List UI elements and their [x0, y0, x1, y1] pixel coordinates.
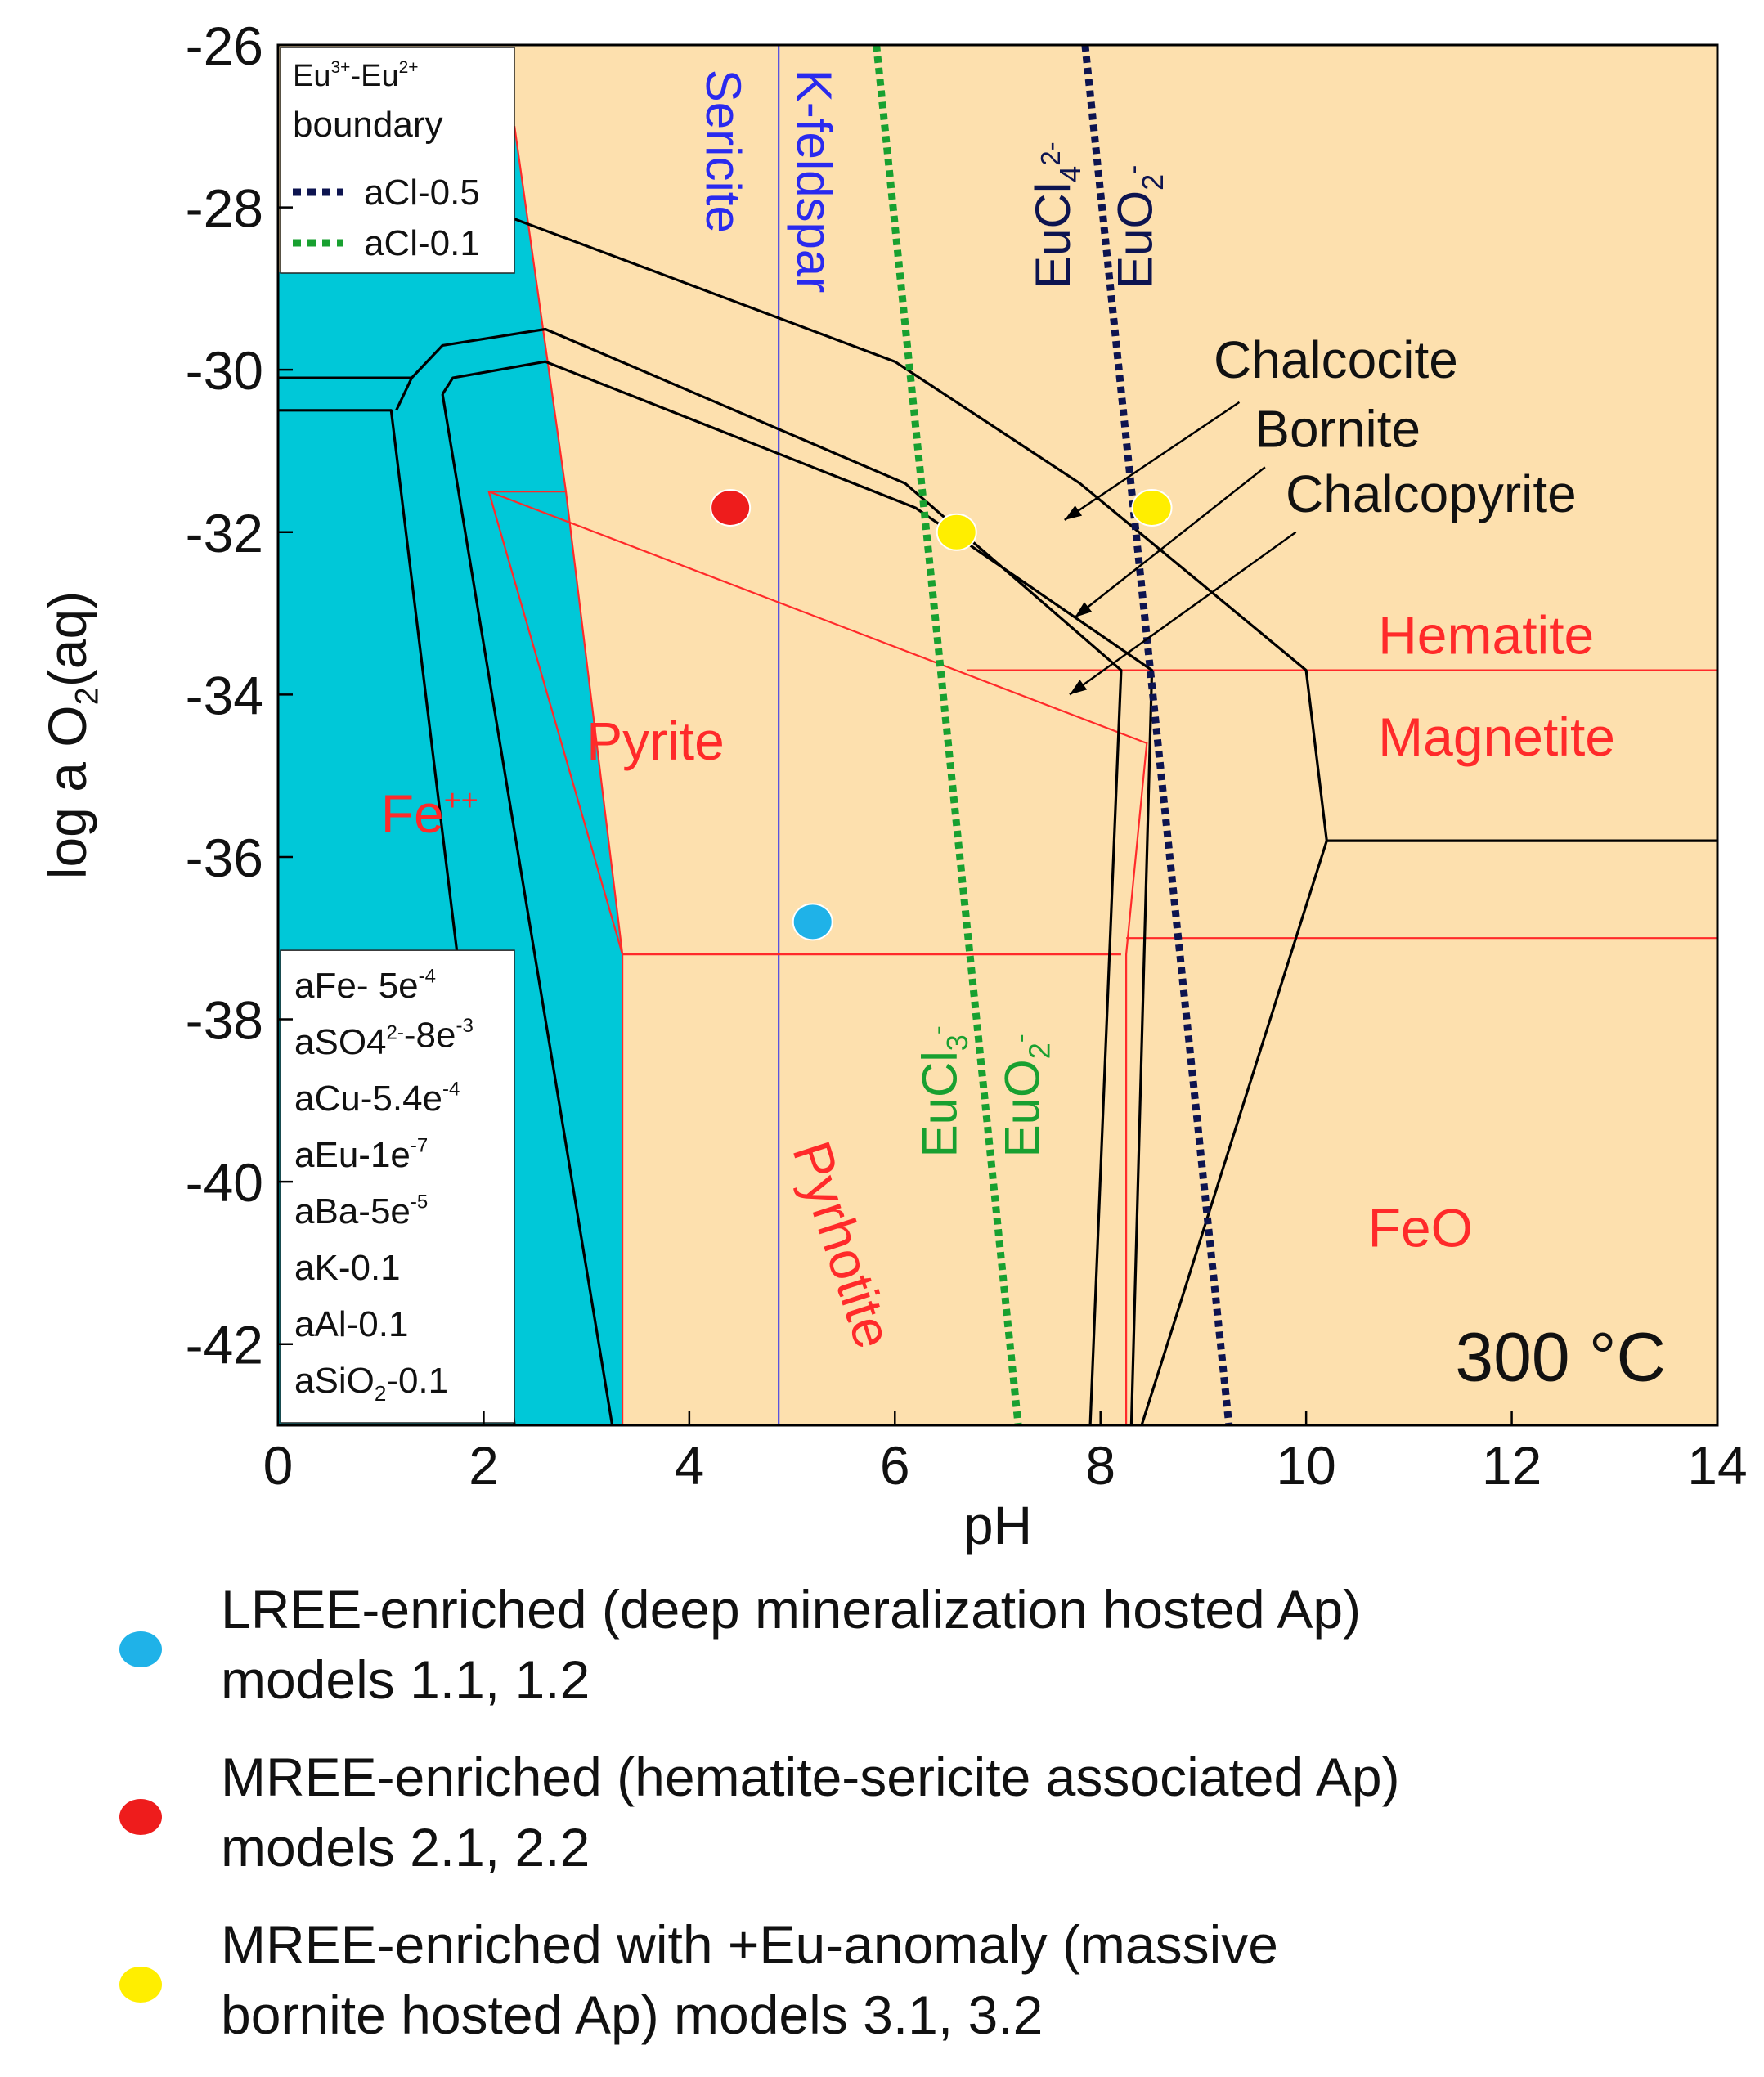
y-tick-label--36: -36 [186, 828, 263, 888]
label-bornite: Bornite [1255, 400, 1421, 459]
legend-text-2: MREE-enriched (hematite-sericite associa… [221, 1742, 1758, 1882]
label-euo2-upper: EuO2- [1108, 165, 1169, 289]
label-magnetite: Magnetite [1378, 707, 1615, 767]
y-tick-label--40: -40 [186, 1152, 263, 1213]
label-fe: Fe++ [381, 783, 478, 844]
y-tick-label--28: -28 [186, 178, 263, 239]
eu-boundary-legend-box [280, 47, 515, 274]
label-eucl4: EuCl42- [1026, 141, 1087, 288]
chalcocite-boundary [483, 206, 1717, 842]
legend-marker-2 [119, 1799, 162, 1835]
activity-2: aSO42--8e-3 [294, 1015, 474, 1062]
fe-field-boundary-5 [441, 393, 614, 1425]
activity-1: aFe- 5e-4 [294, 966, 436, 1006]
label-chalcopyrite: Chalcopyrite [1286, 464, 1577, 523]
x-tick-label-2: 2 [469, 1435, 499, 1496]
activity-box [280, 949, 515, 1424]
label-hematite: Hematite [1378, 605, 1594, 666]
data-point-4 [1131, 488, 1173, 527]
legend-line-1: MREE-enriched with +Eu-anomaly (massive [221, 1914, 1278, 1975]
legend-marker-3 [119, 1967, 162, 2003]
label-sericite: Sericite [696, 70, 751, 233]
x-tick-label-10: 10 [1276, 1435, 1335, 1496]
pyrite-pyrrhotite-boundary [488, 491, 1148, 1425]
label-kfeldspar: K-feldspar [787, 70, 842, 293]
legend-line-2: models 2.1, 2.2 [221, 1817, 590, 1877]
x-tick-label-4: 4 [674, 1435, 704, 1496]
legend-text-1: LREE-enriched (deep mineralization hoste… [221, 1574, 1758, 1715]
label-eucl3: EuCl3- [913, 1025, 974, 1157]
x-tick-label-6: 6 [880, 1435, 910, 1496]
eu-legend-title: Eu3+-Eu2+ [293, 58, 419, 93]
legend-line-1: LREE-enriched (deep mineralization hoste… [221, 1579, 1362, 1640]
fe-field-boundary-4 [441, 360, 1154, 1425]
temperature-label: 300 °C [1455, 1318, 1666, 1395]
plot-overlay: Eu3+-Eu2+ boundary aCl-0.5 aCl-0.1 aFe- 5e-4… [280, 47, 1173, 1424]
label-chalcocite-arrowhead [1064, 505, 1083, 520]
y-tick-label--26: -26 [186, 16, 263, 76]
data-point-2 [710, 488, 752, 527]
legend-line-2: models 1.1, 1.2 [221, 1649, 590, 1710]
eu-legend-entry-1: aCl-0.5 [364, 173, 480, 213]
legend-marker-1 [119, 1631, 162, 1667]
eu-boundary-acl-0-1 [873, 45, 1022, 1425]
legend-text-3: MREE-enriched with +Eu-anomaly (massive b… [221, 1909, 1758, 2050]
legend-line-1: MREE-enriched (hematite-sericite associa… [221, 1747, 1400, 1807]
y-tick-label--42: -42 [186, 1315, 263, 1375]
axes: 0 2 4 6 8 10 12 14 -26 -28 -30 -32 -34 -36 -38 -40 -42 pH… [37, 16, 1748, 1555]
legend-item-2: MREE-enriched (hematite-sericite associa… [114, 1742, 1750, 1909]
chalcopyrite-boundary [1140, 840, 1328, 1425]
activity-6: aK-0.1 [294, 1248, 401, 1288]
label-bornite-arrow [1074, 466, 1266, 619]
label-chalcocite-arrow [1064, 401, 1241, 521]
y-tick-label--34: -34 [186, 665, 263, 725]
eu-boundary-acl-0-5 [1081, 45, 1233, 1425]
y-axis-label: log a O2(aq) [37, 591, 105, 879]
y-tick-label--32: -32 [186, 503, 263, 563]
activity-7: aAl-0.1 [294, 1304, 408, 1344]
eu-legend-entry-2: aCl-0.1 [364, 223, 480, 263]
legend: LREE-enriched (deep mineralization hoste… [114, 1574, 1750, 2077]
activity-3: aCu-5.4e-4 [294, 1079, 460, 1119]
legend-item-3: MREE-enriched with +Eu-anomaly (massive b… [114, 1909, 1750, 2077]
legend-item-1: LREE-enriched (deep mineralization hoste… [114, 1574, 1750, 1742]
data-point-1 [792, 903, 833, 941]
eu-legend-title-2: boundary [293, 105, 442, 145]
x-tick-label-12: 12 [1482, 1435, 1542, 1496]
label-feo: FeO [1368, 1198, 1473, 1258]
x-axis-label: pH [963, 1495, 1032, 1555]
label-chalcocite: Chalcocite [1214, 330, 1458, 389]
pyrite-inner-boundary [487, 490, 1121, 956]
label-bornite-arrowhead [1075, 602, 1093, 618]
fe-pyrite-boundary [514, 126, 624, 1425]
label-chalcopyrite-arrow [1069, 531, 1297, 696]
plot-area: Fe++PyriteHematiteMagnetiteFeOPyrhotiteS… [278, 45, 1717, 1425]
x-tick-label-8: 8 [1085, 1435, 1115, 1496]
activity-5: aBa-5e-5 [294, 1191, 428, 1231]
legend-line-2: bornite hosted Ap) models 3.1, 3.2 [221, 1985, 1044, 2045]
y-tick-label--38: -38 [186, 990, 263, 1051]
label-euo2-lower: EuO2- [994, 1034, 1056, 1157]
x-tick-label-0: 0 [263, 1435, 294, 1496]
y-tick-label--30: -30 [186, 340, 263, 401]
activity-8: aSiO2-0.1 [294, 1361, 448, 1406]
label-pyrite: Pyrite [586, 711, 725, 771]
data-point-3 [936, 513, 977, 551]
label-chalcopyrite-arrowhead [1070, 680, 1088, 695]
fe-field-boundary-3 [395, 377, 413, 411]
activity-4: aEu-1e-7 [294, 1135, 428, 1175]
x-tick-label-14: 14 [1687, 1435, 1747, 1496]
plot-frame [276, 43, 1719, 1427]
